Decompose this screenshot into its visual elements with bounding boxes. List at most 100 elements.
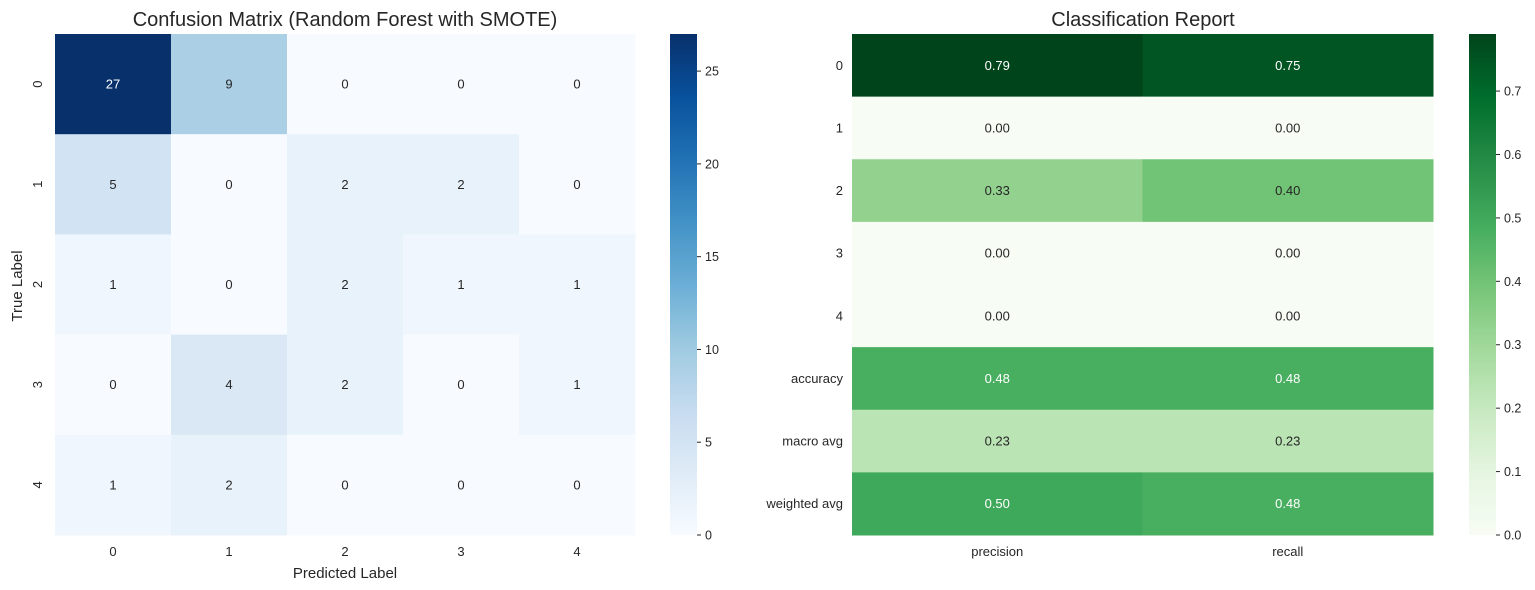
- confusion-matrix-colorbar: 0 5 10 15 20 25: [670, 34, 719, 543]
- confusion-matrix-y-ticks: 0 1 2 3 4: [30, 80, 45, 488]
- confusion-matrix-x-tick-label: 3: [457, 544, 464, 559]
- classification-report-cell: [852, 409, 1143, 473]
- classification-report-colorbar-tick-label: 0.5: [1504, 211, 1521, 225]
- classification-report-cell: [852, 472, 1143, 536]
- classification-report-cell: [1142, 159, 1434, 223]
- confusion-matrix-cell-value: 0: [573, 477, 580, 492]
- confusion-matrix-cell: [171, 134, 288, 235]
- classification-report-colorbar-gradient: [1469, 34, 1496, 535]
- classification-report-cell-value: 0.48: [985, 371, 1010, 386]
- classification-report-colorbar-tick-label: 0.6: [1504, 148, 1521, 162]
- classification-report-cell-value: 0.00: [985, 120, 1010, 135]
- confusion-matrix-cell-value: 0: [573, 177, 580, 192]
- confusion-matrix-cell-value: 0: [109, 377, 116, 392]
- classification-report-cell-value: 0.50: [985, 496, 1010, 511]
- confusion-matrix-chart: Confusion Matrix (Random Forest with SMO…: [9, 9, 719, 582]
- confusion-matrix-cell: [287, 434, 404, 536]
- confusion-matrix-cell: [519, 134, 636, 235]
- classification-report-cell-value: 0.00: [985, 308, 1010, 323]
- confusion-matrix-x-axis-label: Predicted Label: [293, 565, 397, 582]
- confusion-matrix-cells: 27 9 0 0 0 5 0 2 2 0 1 0 2 1 1 0 4 2 0 1 1 2 0 0 0: [55, 34, 636, 536]
- confusion-matrix-colorbar-gradient: [670, 34, 697, 535]
- confusion-matrix-cell-value: 0: [457, 77, 464, 92]
- classification-report-y-tick-label: 1: [836, 120, 843, 135]
- confusion-matrix-cell: [55, 434, 172, 536]
- confusion-matrix-colorbar-tick-label: 10: [705, 343, 719, 357]
- confusion-matrix-y-tick-label: 3: [30, 381, 45, 388]
- confusion-matrix-cell-value: 0: [225, 277, 232, 292]
- classification-report-cell: [1142, 472, 1434, 536]
- classification-report-colorbar-tick-label: 0.3: [1504, 338, 1521, 352]
- classification-report-cell-value: 0.48: [1275, 496, 1300, 511]
- classification-report-cell-value: 0.79: [985, 58, 1010, 73]
- confusion-matrix-cell: [55, 134, 172, 235]
- confusion-matrix-cell-value: 2: [341, 377, 348, 392]
- confusion-matrix-cell-value: 2: [225, 477, 232, 492]
- classification-report-x-tick-label: precision: [971, 544, 1023, 559]
- classification-report-chart: Classification Report 0.79 0.750.00 0.000.…: [765, 9, 1521, 559]
- classification-report-cell: [1142, 409, 1434, 473]
- classification-report-cell: [852, 284, 1143, 348]
- classification-report-y-tick-label: 3: [836, 246, 843, 261]
- classification-report-cell-value: 0.23: [1275, 434, 1300, 449]
- confusion-matrix-y-tick-label: 4: [30, 481, 45, 488]
- confusion-matrix-cell: [171, 434, 288, 536]
- confusion-matrix-cell-value: 1: [573, 277, 580, 292]
- confusion-matrix-cell-value: 0: [457, 477, 464, 492]
- classification-report-cell-value: 0.00: [985, 246, 1010, 261]
- confusion-matrix-y-axis-label: True Label: [9, 250, 26, 321]
- classification-report-cell: [852, 347, 1143, 411]
- classification-report-cell: [852, 96, 1143, 160]
- classification-report-colorbar-tick-label: 0.2: [1504, 402, 1521, 416]
- classification-report-colorbar-tick-label: 0.1: [1504, 465, 1521, 479]
- classification-report-y-tick-label: 2: [836, 183, 843, 198]
- classification-report-cell-value: 0.75: [1275, 58, 1300, 73]
- confusion-matrix-cell: [519, 334, 636, 436]
- confusion-matrix-cell-value: 0: [573, 77, 580, 92]
- confusion-matrix-cell: [519, 234, 636, 336]
- confusion-matrix-title: Confusion Matrix (Random Forest with SMO…: [133, 9, 558, 31]
- confusion-matrix-cell: [55, 34, 172, 135]
- confusion-matrix-cell: [55, 234, 172, 336]
- confusion-matrix-colorbar-tick-label: 15: [705, 250, 719, 264]
- classification-report-cell: [1142, 347, 1434, 411]
- classification-report-y-tick-label: weighted avg: [765, 496, 843, 511]
- confusion-matrix-x-tick-label: 4: [573, 544, 580, 559]
- confusion-matrix-colorbar-tick-label: 5: [705, 436, 712, 450]
- confusion-matrix-cell-value: 0: [457, 377, 464, 392]
- classification-report-y-tick-label: accuracy: [791, 371, 844, 386]
- confusion-matrix-x-tick-label: 2: [341, 544, 348, 559]
- confusion-matrix-cell: [403, 434, 520, 536]
- confusion-matrix-cell-value: 4: [225, 377, 232, 392]
- confusion-matrix-cell: [403, 134, 520, 235]
- confusion-matrix-cell: [519, 34, 636, 135]
- confusion-matrix-cell: [171, 334, 288, 436]
- confusion-matrix-cell-value: 5: [109, 177, 116, 192]
- classification-report-cell-value: 0.00: [1275, 120, 1300, 135]
- confusion-matrix-cell-value: 1: [457, 277, 464, 292]
- confusion-matrix-cell-value: 0: [225, 177, 232, 192]
- classification-report-cells: 0.79 0.75 0.00 0.00 0.33 0.40 0.00 0.00 0.00 0.00…: [852, 34, 1434, 536]
- confusion-matrix-cell: [287, 134, 404, 235]
- classification-report-y-tick-label: macro avg: [782, 434, 843, 449]
- confusion-matrix-cell-value: 1: [109, 477, 116, 492]
- classification-report-cell: [1142, 96, 1434, 160]
- confusion-matrix-cell-value: 9: [225, 77, 232, 92]
- confusion-matrix-cell-value: 2: [341, 277, 348, 292]
- classification-report-x-ticks: precision recall: [971, 544, 1303, 559]
- classification-report-colorbar-tick-label: 0.0: [1504, 529, 1521, 543]
- classification-report-y-ticks: 0 1 2 3 4 accuracy macro avg weighted avg: [765, 58, 843, 511]
- classification-report-cell-value: 0.00: [1275, 246, 1300, 261]
- confusion-matrix-cell-value: 2: [341, 177, 348, 192]
- classification-report-y-tick-label: 4: [836, 308, 843, 323]
- confusion-matrix-cell: [171, 34, 288, 135]
- confusion-matrix-cell: [287, 234, 404, 336]
- classification-report-cell: [1142, 34, 1434, 98]
- classification-report-cell: [852, 34, 1143, 98]
- classification-report-title: Classification Report: [1051, 9, 1235, 31]
- classification-report-colorbar-tick-label: 0.4: [1504, 275, 1521, 289]
- classification-report-cell: [1142, 221, 1434, 285]
- confusion-matrix-cell-value: 0: [341, 77, 348, 92]
- classification-report-colorbar-tick-label: 0.7: [1504, 85, 1521, 99]
- classification-report-y-tick-label: 0: [836, 58, 843, 73]
